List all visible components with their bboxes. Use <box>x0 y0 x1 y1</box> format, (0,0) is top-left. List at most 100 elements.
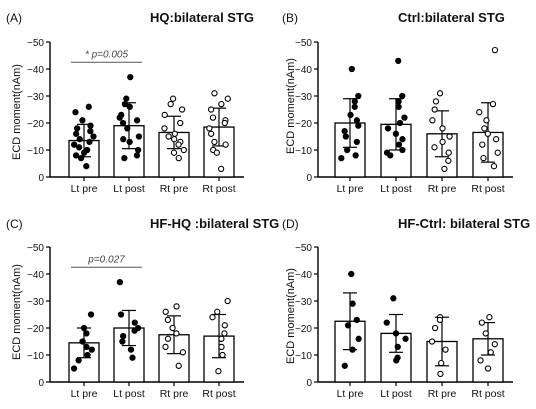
data-point <box>341 127 348 135</box>
data-point <box>161 111 168 119</box>
panel-title: HQ:bilateral STG <box>150 10 254 25</box>
y-tick-label: 0 <box>306 173 312 184</box>
data-point <box>484 365 492 372</box>
data-point <box>348 65 355 73</box>
data-point <box>484 130 491 137</box>
data-point <box>213 149 220 156</box>
y-tick-label: −50 <box>295 243 312 254</box>
x-tick-label: Lt pre <box>71 183 98 195</box>
data-point <box>126 138 133 146</box>
x-tick-label: Rt post <box>202 388 235 400</box>
data-point <box>119 338 126 345</box>
data-point <box>394 343 401 351</box>
y-tick-label: −20 <box>27 119 44 130</box>
data-point <box>80 324 88 332</box>
y-tick-label: −50 <box>27 38 44 49</box>
x-tick-label: Rt pre <box>428 183 457 195</box>
data-point <box>175 154 182 162</box>
y-axis-label: ECD moment(nAm) <box>285 268 297 364</box>
data-point <box>133 117 141 124</box>
x-tick-label: Lt post <box>380 388 412 400</box>
data-point <box>221 322 228 329</box>
data-point <box>207 106 215 113</box>
panel-label: (A) <box>6 11 22 25</box>
data-point <box>123 95 130 102</box>
data-point <box>129 354 136 361</box>
data-point <box>436 90 444 97</box>
data-point <box>87 127 94 135</box>
data-point <box>169 95 177 102</box>
data-point <box>479 141 486 148</box>
data-point <box>399 92 406 100</box>
data-point <box>79 338 86 345</box>
data-point <box>164 316 172 324</box>
y-tick-label: −20 <box>295 119 312 130</box>
data-point <box>482 330 489 337</box>
data-point <box>83 343 90 351</box>
data-point <box>353 117 361 124</box>
data-point <box>348 270 355 278</box>
data-point <box>170 149 178 156</box>
data-point <box>84 351 91 359</box>
data-point <box>133 152 141 159</box>
data-point <box>90 133 97 140</box>
data-point <box>487 349 494 356</box>
data-point <box>207 130 215 137</box>
data-point <box>353 316 360 324</box>
data-point <box>480 154 487 162</box>
data-point <box>352 152 359 159</box>
data-point <box>355 122 362 129</box>
data-point <box>342 133 349 140</box>
data-point <box>477 357 484 364</box>
x-tick-label: Rt pre <box>160 388 189 400</box>
data-point <box>437 370 444 378</box>
data-point <box>80 149 88 156</box>
y-tick-label: −10 <box>27 351 44 362</box>
data-point <box>175 362 182 369</box>
data-point <box>428 338 436 345</box>
data-point <box>167 100 174 108</box>
panel-title: Ctrl:bilateral STG <box>398 10 505 25</box>
data-point <box>351 103 358 110</box>
y-tick-label: −10 <box>295 351 312 362</box>
data-point <box>127 346 135 353</box>
data-point <box>88 346 95 353</box>
data-point <box>395 103 402 110</box>
data-point <box>173 303 180 310</box>
data-point <box>116 114 123 121</box>
data-point <box>393 357 400 364</box>
data-point <box>87 311 95 318</box>
data-point <box>481 125 488 132</box>
data-point <box>429 117 436 124</box>
data-point <box>399 146 406 154</box>
x-tick-label: Lt pre <box>337 183 364 195</box>
y-tick-label: −30 <box>295 297 312 308</box>
y-tick-label: −20 <box>295 324 312 335</box>
panel-title: HF-Ctrl: bilateral STG <box>398 216 530 231</box>
data-point <box>121 100 129 108</box>
y-tick-label: −50 <box>27 243 44 254</box>
data-point <box>392 130 400 137</box>
data-point <box>218 335 225 342</box>
data-point <box>161 125 168 132</box>
y-tick-label: −30 <box>295 92 312 103</box>
data-point <box>119 119 127 127</box>
panel-title: HF-HQ :bilateral STG <box>150 216 279 231</box>
x-tick-label: Rt pre <box>428 388 457 400</box>
data-point <box>224 297 231 305</box>
data-point <box>164 335 172 342</box>
data-point <box>179 349 187 356</box>
x-tick-label: Rt pre <box>160 183 189 195</box>
data-point <box>177 119 184 127</box>
data-point <box>162 343 169 351</box>
data-point <box>126 103 133 110</box>
y-axis-label: ECD moment(nAm) <box>11 264 23 360</box>
data-point <box>75 357 82 364</box>
data-point <box>214 308 221 315</box>
y-tick-label: −40 <box>27 65 44 76</box>
data-point <box>402 335 409 342</box>
data-point <box>431 106 438 113</box>
data-point <box>355 92 362 100</box>
